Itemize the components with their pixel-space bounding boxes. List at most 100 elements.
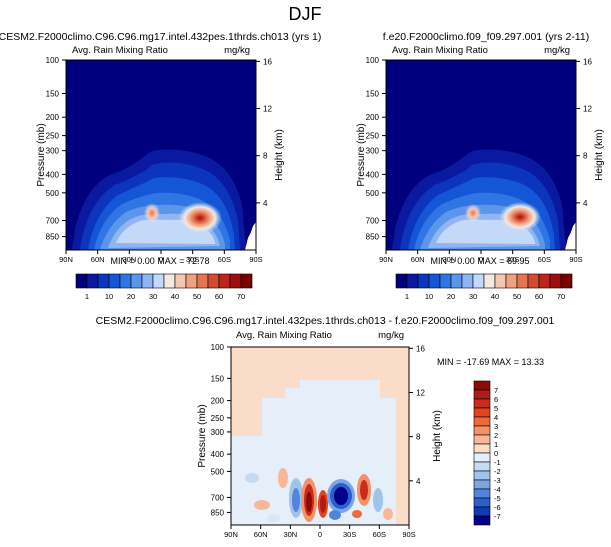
panel-3-y2-tick-label: 16 [416,344,425,353]
panel-1-plot [66,60,256,250]
panel-3-colorbar-swatch [473,443,491,454]
panel-2-colorbar-swatch [472,273,485,289]
panel-2-y2-tick-label: 8 [583,152,588,161]
panel-3-title: CESM2.F2000climo.C96.C96.mg17.intel.432p… [96,315,555,327]
panel-1-y-tick-label: 150 [46,89,60,98]
panel-2-colorbar: 1 10 20 30 40 50 60 70 [395,273,573,301]
panel-3-stats: MIN = -17.69 MAX = 13.33 [437,357,544,367]
panel-3-colorbar-swatch [473,470,491,481]
panel-3-colorbar-swatch [473,452,491,463]
panel-1-y-tick-label: 200 [46,113,60,122]
panel-2-y-tick-label: 200 [366,113,380,122]
panel-2-colorbar-swatch [483,273,496,289]
panel-2-units: mg/kg [544,45,570,56]
panel-2-y-axis: 100 150 200 250 300 400 500 700 850 [366,56,386,242]
panel-3-x-tick-label: 60S [373,530,386,539]
panel-3-x-tick-label: 90N [224,530,238,539]
panel-2-x-tick-label: 60S [538,255,551,264]
panel-1-colorbar-swatch [163,273,176,289]
panel-2-x-tick-label: 60N [411,255,425,264]
panel-2-plot [386,60,576,250]
panel-3-colorbar-swatch [473,425,491,436]
panel-1-colorbar-swatch [185,273,198,289]
panel-3-y-tick-label: 300 [211,428,225,437]
panel-2-colorbar-swatch [527,273,540,289]
panel-1-peak-shading [178,202,222,234]
panel-2-y-tick-label: 500 [366,189,380,198]
panel-3-units: mg/kg [378,330,404,341]
panel-3-colorbar-swatch [473,416,491,427]
panel-2-colorbar-swatch [395,273,408,289]
panel-2-y-tick-label: 850 [366,233,380,242]
panel-3-colorbar-label: -4 [494,485,501,494]
page-title: DJF [289,4,322,24]
panel-3-colorbar-label: 7 [494,386,498,395]
panel-1-colorbar-label: 50 [193,292,201,301]
panel-1-units: mg/kg [224,45,250,56]
panel-3-colorbar-label: 5 [494,404,498,413]
panel-2-secondary-max [465,204,481,222]
panel-1-y-tick-label: 100 [46,56,60,65]
panel-2-colorbar-label: 60 [535,292,543,301]
panel-2-var-label: Avg. Rain Mixing Ratio [392,45,488,56]
panel-2-y-tick-label: 250 [366,132,380,141]
panel-1-colorbar-swatch [229,273,242,289]
panel-3-y-tick-label: 400 [211,450,225,459]
panel-1-colorbar-swatch [141,273,154,289]
panel-3-colorbar-label: -7 [494,512,501,521]
panel-1-colorbar-label: 20 [127,292,135,301]
panel-3-colorbar-swatch [473,389,491,400]
panel-3-x-tick-label: 60N [254,530,268,539]
panel-3-colorbar-label: 3 [494,422,498,431]
panel-2-colorbar-label: 50 [513,292,521,301]
panel-1-y-tick-label: 500 [46,189,60,198]
panel-1-colorbar-label: 10 [105,292,113,301]
panel-1-secondary-max [144,203,160,223]
panel-2-colorbar-swatch [428,273,441,289]
panel-3-colorbar-swatch [473,398,491,409]
panel-1-y2-tick-label: 8 [263,152,268,161]
panel-3-colorbar-label: -2 [494,467,501,476]
panel-1-colorbar-swatch [130,273,143,289]
panel-3-colorbar-label: -6 [494,503,501,512]
panel-2-colorbar-swatch [461,273,474,289]
panel-3-var-label: Avg. Rain Mixing Ratio [236,330,332,341]
panel-1-colorbar-label: 40 [171,292,179,301]
panel-1-colorbar: 1 10 20 30 40 50 60 70 [75,273,253,301]
panel-2-y2label: Height (km) [594,129,605,181]
panel-3-y-tick-label: 100 [211,343,225,352]
panel-3-y2label: Height (km) [432,410,443,462]
panel-3-colorbar-swatch [473,488,491,499]
panel-2-colorbar-swatch [505,273,518,289]
panel-3-colorbar-label: 4 [494,413,498,422]
panel-2-colorbar-swatch [538,273,551,289]
panel-2-ylabel: Pressure (mb) [356,123,367,186]
panel-1-colorbar-swatch [152,273,165,289]
panel-2: f.e20.F2000climo.f09_f09.297.001 (yrs 2-… [356,31,605,301]
panel-2-y-tick-label: 150 [366,89,380,98]
panel-2-x-tick-label: 30S [506,255,519,264]
panel-2-y-tick-label: 700 [366,217,380,226]
panel-2-colorbar-swatch [494,273,507,289]
panel-3-y-tick-label: 700 [211,493,225,502]
panel-1-colorbar-swatch [174,273,187,289]
panel-3-colorbar-label: -3 [494,476,501,485]
panel-3-colorbar-swatch [473,434,491,445]
panel-3-colorbar-label: -1 [494,458,501,467]
panel-1-y-tick-label: 850 [46,233,60,242]
panel-1-y2-axis: 16 12 8 4 [256,57,272,208]
panel-1-colorbar-label: 30 [149,292,157,301]
panel-1-colorbar-label: 60 [215,292,223,301]
panel-1-title: CESM2.F2000climo.C96.C96.mg17.intel.432p… [0,31,321,43]
panel-3-x-tick-label: 30N [283,530,297,539]
panel-3-y2-axis: 16 12 8 4 [409,344,425,486]
panel-1-colorbar-swatch [207,273,220,289]
panel-3-y-tick-label: 850 [211,508,225,517]
panel-2-colorbar-label: 10 [425,292,433,301]
panel-1-x-tick-label: 30S [186,255,199,264]
panel-2-y2-axis: 16 12 8 4 [576,57,592,208]
panel-1-y2-tick-label: 16 [263,57,272,66]
panel-2-x-tick-label: 90S [569,255,582,264]
panel-1-x-tick-label: 0 [159,255,163,264]
